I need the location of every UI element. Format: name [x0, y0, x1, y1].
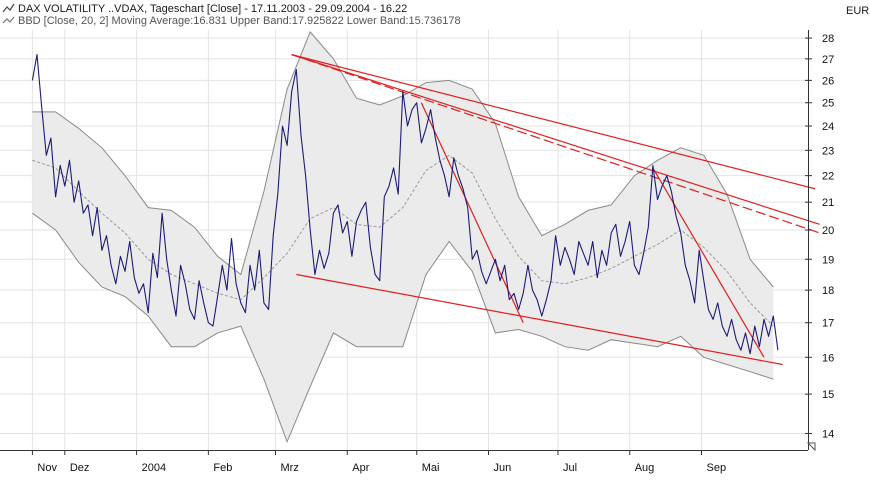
currency-label: EUR [846, 5, 869, 17]
band-area [32, 32, 774, 442]
vdax-close-line [31, 54, 779, 355]
y-tick-labels: 14 15 16 17 18 19 20 21 22 23 24 25 26 27 28 [805, 33, 834, 440]
x-tick-label: Sep [707, 462, 727, 474]
x-tick-label: Aug [635, 462, 655, 474]
y-tick-label: 27 [822, 54, 834, 66]
trend-line-1 [291, 54, 816, 190]
axes [0, 30, 809, 451]
moving-average [32, 154, 774, 327]
y-tick-label: 18 [822, 285, 834, 297]
chart-title: DAX VOLATILITY ..VDAX, Tageschart [Close… [18, 3, 407, 15]
indicator-icon [2, 16, 15, 24]
x-tick-label: Dez [70, 462, 90, 474]
y-tick-label: 21 [822, 197, 834, 209]
price-series [31, 54, 779, 355]
x-tick-label: Mrz [281, 462, 299, 474]
x-tick-labels: Nov Dez 2004 Feb Mrz Apr Mai Jun Jul Aug Sep [31, 450, 727, 474]
resize-corner-icon[interactable] [806, 442, 816, 452]
chart-header: DAX VOLATILITY ..VDAX, Tageschart [Close… [2, 3, 869, 27]
y-tick-label: 22 [822, 171, 834, 183]
y-tick-label: 28 [822, 33, 834, 45]
trend-line-4 [296, 273, 783, 366]
x-tick-label: Feb [213, 462, 232, 474]
y-tick-label: 19 [822, 254, 834, 266]
y-tick-label: 23 [822, 145, 834, 157]
y-tick-label: 26 [822, 75, 834, 87]
y-tick-label: 24 [822, 121, 834, 133]
trend-line-3 [291, 54, 820, 234]
trend-line-6 [652, 167, 765, 358]
x-tick-label: Jul [563, 462, 577, 474]
moving-average-line [32, 154, 774, 327]
x-tick-label: Nov [37, 462, 57, 474]
x-tick-label: 2004 [142, 462, 166, 474]
x-tick-label: Apr [352, 462, 369, 474]
lower-band-line [32, 212, 774, 444]
y-tick-label: 14 [822, 428, 834, 440]
x-tick-label: Jun [494, 462, 512, 474]
y-tick-label: 16 [822, 352, 834, 364]
indicator-info: BBD [Close, 20, 2] Moving Average:16.831… [18, 15, 461, 27]
y-tick-label: 20 [822, 225, 834, 237]
x-tick-label: Mai [422, 462, 440, 474]
trend-lines [291, 54, 820, 366]
trend-line-2 [291, 54, 820, 225]
y-tick-label: 15 [822, 389, 834, 401]
trend-line-5 [420, 102, 524, 323]
y-tick-label: 25 [822, 98, 834, 110]
y-tick-label: 17 [822, 318, 834, 330]
chart-type-icon [2, 3, 15, 13]
